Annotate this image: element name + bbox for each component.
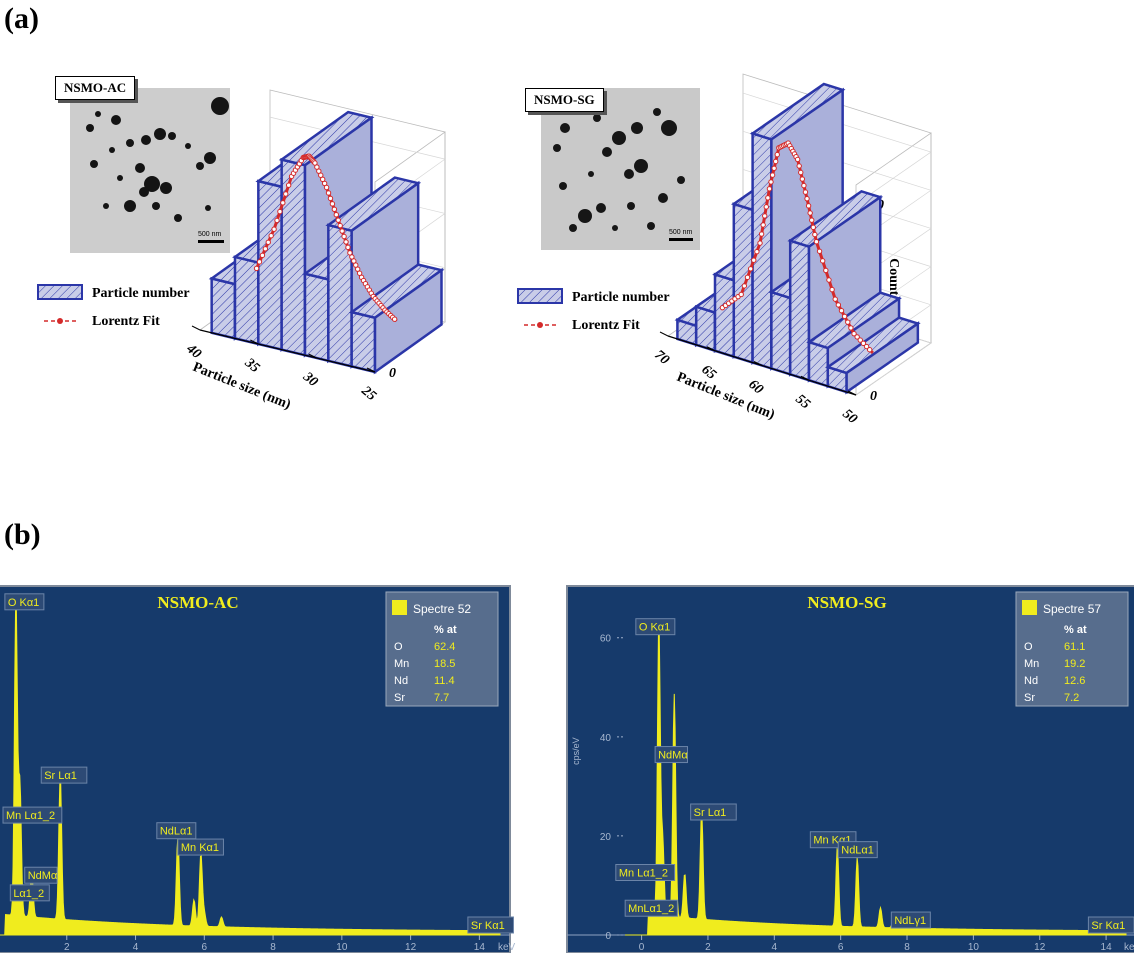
eds-spectrum-fill [0,607,501,936]
eds-x-tick-label: 10 [336,942,348,953]
eds-spectrum-ac: 2 4 6 8 10 12 14 keV O Kα1 Mn Lα1_2 NdMα Lα1_2 Sr Lα… [0,585,516,953]
eds-x-tick-label: 8 [270,942,276,953]
eds-peak-label: O Kα1 [639,622,670,634]
eds-y-tick-label: 20 [600,832,612,843]
panel-label-a: (a) [4,2,39,35]
eds-peak-label-box [9,884,50,902]
eds-x-tick-label: 6 [202,942,208,953]
eds-legend-element: Nd [394,675,408,687]
eds-peak-label-box [654,746,689,764]
eds-peak-label: Sr Lα1 [694,807,727,819]
eds-peak-label-box [156,822,197,840]
eds-legend-swatch [392,600,407,615]
eds-peak-label: Sr Kα1 [1091,920,1125,932]
eds-legend-name: Spectre 52 [413,602,471,616]
eds-peak-label-box [690,803,737,821]
eds-peak-label: Mn Lα1_2 [619,868,668,880]
eds-x-tick-label: 10 [968,942,980,953]
eds-legend-element: Mn [394,658,409,670]
eds-x-tick-label: 12 [405,942,417,953]
eds-legend-element: O [1024,641,1033,653]
eds-peak-label-box [635,618,676,636]
eds-peak-label: NdMα [658,750,688,762]
tem-particles-sg [541,88,700,250]
eds-legend-value: 61.1 [1064,641,1085,653]
eds-x-tick-label: 2 [705,942,711,953]
eds-y-axis-label: cps/eV [571,737,581,765]
eds-peak-label-box [177,838,224,856]
eds-x-tick-label: 14 [1101,942,1113,953]
eds-peak-label: Sr Kα1 [471,920,505,932]
eds-x-unit: keV [498,942,516,953]
eds-legend-value: 18.5 [434,658,455,670]
eds-legend-header: % at [1064,624,1087,636]
eds-x-unit: keV [1124,942,1134,953]
eds-x-tick-label: 4 [133,942,139,953]
tem-particles-ac [70,88,230,253]
eds-peak-label-box [1087,916,1134,934]
eds-legend-element: Nd [1024,675,1038,687]
eds-peak-label-box [837,841,878,859]
eds-x-tick-label: 14 [474,942,486,953]
eds-x-tick-label: 6 [838,942,844,953]
eds-legend-element: Sr [394,692,405,704]
eds-legend-value: 11.4 [434,675,455,687]
eds-title: NSMO-SG [807,593,886,612]
eds-peak-label: MnLα1_2 [628,903,674,915]
eds-peak-label-box [615,864,676,881]
eds-spectrum-sg: 0 2 4 6 8 10 12 14 keV 0 20 40 60 cps/eV O Kα1 NdMα Sr L… [566,585,1134,953]
eds-peak-label: O Kα1 [8,597,39,609]
eds-legend-value: 7.2 [1064,692,1079,704]
eds-peak-label-box [4,593,45,611]
eds-x-tick-label: 0 [639,942,645,953]
tem-image-sg: 500 nm [541,88,700,250]
eds-y-tick-label: 0 [605,931,611,942]
eds-legend-swatch [1022,600,1037,615]
eds-legend-value: 62.4 [434,641,455,653]
eds-legend-value: 12.6 [1064,675,1085,687]
eds-peak-label-box [2,806,63,824]
eds-legend-element: Sr [1024,692,1035,704]
eds-legend-element: Mn [1024,658,1039,670]
eds-peak-label-box [890,911,931,929]
eds-peak-label-box [24,866,58,884]
eds-peak-label: NdLα1 [841,845,874,857]
panel-label-b: (b) [4,518,41,551]
tem-image-ac: 500 nm [70,88,230,253]
eds-y-tick-label: 40 [600,733,612,744]
eds-legend-header: % at [434,624,457,636]
eds-peak-label: Lα1_2 [13,888,44,900]
scale-bar-label-sg: 500 nm [669,229,693,236]
eds-peak-label-box [40,766,88,784]
eds-peak-label-box [467,916,514,934]
eds-peak-label: Mn Lα1_2 [6,810,55,822]
eds-y-tick-label: 60 [600,634,612,645]
eds-x-tick-label: 4 [772,942,778,953]
eds-legend-name: Spectre 57 [1043,602,1101,616]
eds-peak-label: Mn Kα1 [181,842,219,854]
tem-label-sg: NSMO-SG [525,88,604,112]
eds-peak-label: Sr Lα1 [44,770,77,782]
eds-legend-value: 7.7 [434,692,449,704]
eds-peak-label: NdMα [28,870,58,882]
tem-label-ac: NSMO-AC [55,76,136,100]
eds-legend-value: 19.2 [1064,658,1085,670]
eds-title: NSMO-AC [157,593,238,612]
eds-x-tick-label: 12 [1034,942,1046,953]
eds-x-tick-label: 2 [64,942,70,953]
eds-peak-label-box [624,899,678,917]
eds-x-tick-label: 8 [904,942,910,953]
eds-peak-label: NdLγ1 [894,915,926,927]
eds-peak-label: NdLα1 [160,826,193,838]
eds-legend-element: O [394,641,403,653]
